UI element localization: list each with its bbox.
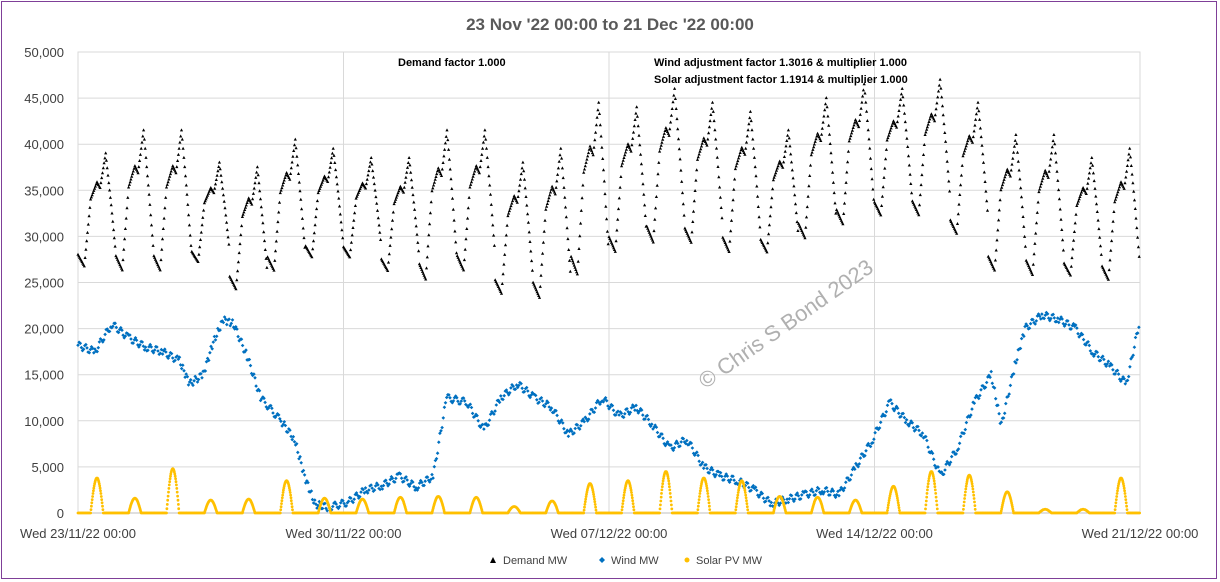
legend-label-solar: Solar PV MW (696, 555, 763, 567)
legend-marker-wind (599, 557, 605, 563)
legend-marker-solar (684, 557, 690, 563)
x-axis-ticks: Wed 23/11/22 00:00 Wed 30/11/22 00:00 Wed … (20, 526, 1198, 541)
gridlines (77, 51, 1141, 514)
watermark: © Chris S Bond 2023 (694, 254, 878, 393)
legend-item-solar: Solar PV MW (684, 555, 763, 567)
y-tick-label: 20,000 (24, 322, 64, 337)
y-tick-label: 10,000 (24, 414, 64, 429)
y-tick-label: 50,000 (24, 45, 64, 60)
legend-label-wind: Wind MW (611, 555, 659, 567)
x-tick-label: Wed 23/11/22 00:00 (20, 526, 136, 541)
legend-marker-demand (490, 557, 496, 563)
legend-label-demand: Demand MW (503, 555, 568, 567)
y-tick-label: 30,000 (24, 229, 64, 244)
annotation-demand-factor: Demand factor 1.000 (398, 57, 506, 69)
legend: Demand MW Wind MW Solar PV MW (490, 555, 763, 567)
wind-series (76, 310, 1141, 513)
x-tick-label: Wed 21/12/22 00:00 (1082, 526, 1199, 541)
x-tick-label: Wed 30/11/22 00:00 (286, 526, 402, 541)
y-tick-label: 25,000 (24, 276, 64, 291)
legend-item-wind: Wind MW (599, 555, 659, 567)
y-tick-label: 35,000 (24, 183, 64, 198)
annotation-wind-factor: Wind adjustment factor 1.3016 & multipli… (654, 57, 907, 69)
x-tick-label: Wed 14/12/22 00:00 (816, 526, 933, 541)
chart-title: 23 Nov '22 00:00 to 21 Dec '22 00:00 (466, 15, 754, 34)
annotation-solar-factor: Solar adjustment factor 1.1914 & multipl… (654, 74, 908, 86)
wind-points (76, 310, 1141, 513)
x-tick-label: Wed 07/12/22 00:00 (551, 526, 668, 541)
y-tick-label: 5,000 (31, 460, 64, 475)
legend-item-demand: Demand MW (490, 555, 568, 567)
y-tick-label: 15,000 (24, 368, 64, 383)
y-axis-ticks: 0 5,000 10,000 15,000 20,000 25,000 30,000 35,0… (24, 45, 64, 521)
y-tick-label: 40,000 (24, 137, 64, 152)
solar-points (76, 467, 1142, 515)
y-tick-label: 0 (57, 506, 64, 521)
y-tick-label: 45,000 (24, 91, 64, 106)
solar-series (76, 467, 1142, 515)
